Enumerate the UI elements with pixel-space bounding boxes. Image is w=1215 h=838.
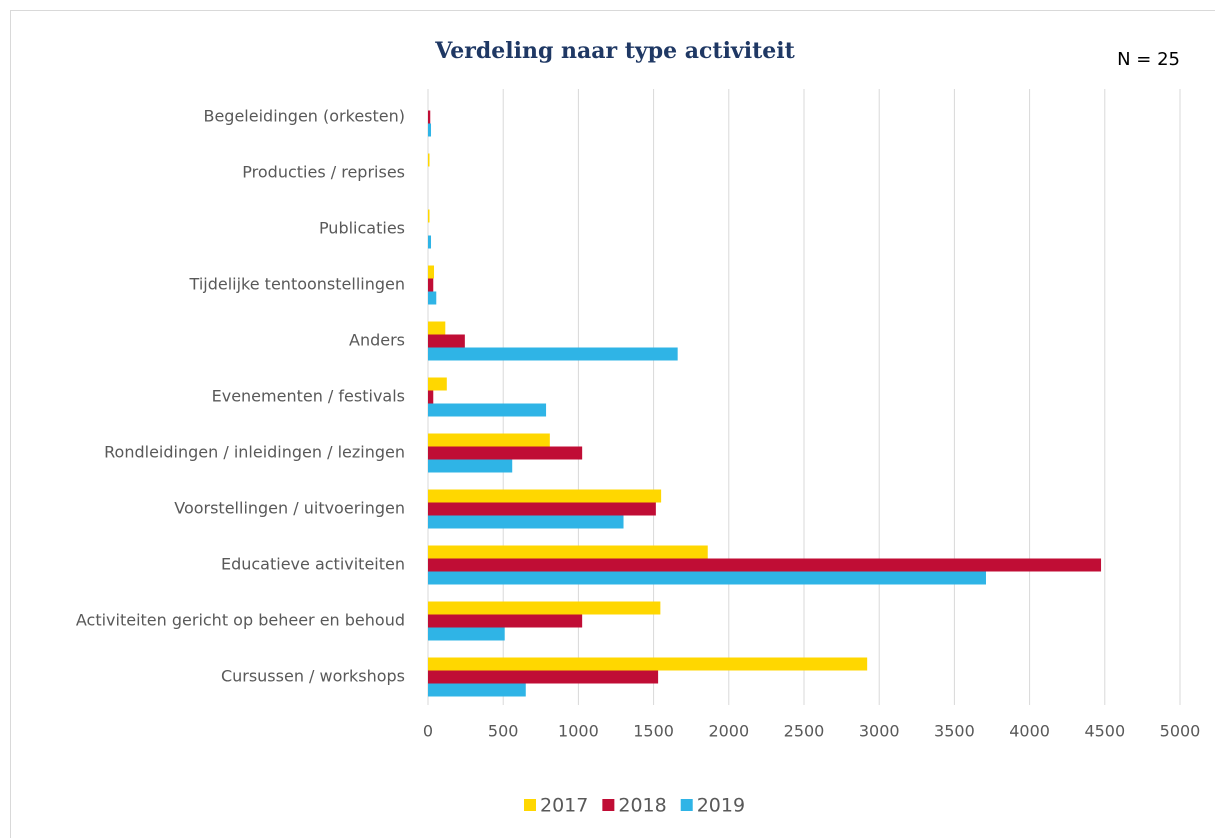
bar — [428, 515, 624, 529]
bar — [428, 446, 583, 460]
bar — [428, 489, 662, 503]
x-tick-label: 4500 — [1084, 722, 1125, 741]
bar — [428, 321, 446, 335]
bar — [428, 123, 432, 137]
y-tick-label: Producties / reprises — [242, 163, 405, 182]
bar — [428, 153, 430, 167]
x-tick-label: 2500 — [784, 722, 825, 741]
y-tick-label: Rondleidingen / inleidingen / lezingen — [104, 443, 405, 462]
bar — [428, 545, 708, 559]
bar — [428, 558, 1102, 572]
x-tick-label: 3000 — [859, 722, 900, 741]
bar — [428, 110, 431, 124]
bar — [428, 334, 465, 348]
legend-label: 2019 — [697, 795, 745, 817]
bar — [428, 347, 678, 361]
bar — [428, 502, 656, 516]
x-tick-label: 3500 — [934, 722, 975, 741]
bar — [428, 459, 513, 473]
bar — [428, 390, 434, 404]
chart-title: Verdeling naar type activiteit — [434, 38, 795, 64]
legend-swatch — [680, 799, 693, 811]
bar — [428, 571, 986, 585]
bar — [428, 657, 868, 671]
legend-swatch — [602, 799, 615, 811]
annotation: N = 25 — [1117, 49, 1180, 70]
y-tick-label: Anders — [349, 331, 405, 350]
y-tick-label: Activiteiten gericht op beheer en behoud — [76, 611, 405, 630]
legend-label: 2018 — [618, 795, 666, 817]
bar — [428, 670, 659, 684]
x-tick-label: 1000 — [558, 722, 599, 741]
x-tick-label: 1500 — [633, 722, 674, 741]
y-tick-label: Tijdelijke tentoonstellingen — [189, 275, 405, 294]
bar — [428, 209, 430, 223]
y-tick-label: Cursussen / workshops — [221, 667, 405, 686]
y-tick-label: Voorstellingen / uitvoeringen — [174, 499, 405, 518]
bar — [428, 627, 505, 641]
y-tick-label: Evenementen / festivals — [212, 387, 405, 406]
y-tick-label: Educatieve activiteiten — [221, 555, 405, 574]
legend-swatch — [524, 799, 536, 811]
bar — [428, 614, 583, 628]
legend-label: 2017 — [540, 795, 588, 817]
x-tick-label: 500 — [488, 722, 519, 741]
bar — [428, 235, 432, 249]
x-tick-label: 4000 — [1009, 722, 1050, 741]
bar — [428, 278, 434, 292]
bar — [428, 377, 447, 391]
y-tick-label: Publicaties — [319, 219, 405, 238]
x-tick-label: 2000 — [708, 722, 749, 741]
bar — [428, 291, 437, 305]
chart-border — [10, 10, 1215, 838]
y-tick-label: Begeleidingen (orkesten) — [203, 107, 405, 126]
bar — [428, 683, 526, 697]
x-tick-label: 0 — [423, 722, 433, 741]
bar — [428, 601, 661, 615]
x-tick-label: 5000 — [1160, 722, 1201, 741]
bar — [428, 403, 547, 417]
bar — [428, 265, 435, 279]
bar — [428, 433, 550, 447]
